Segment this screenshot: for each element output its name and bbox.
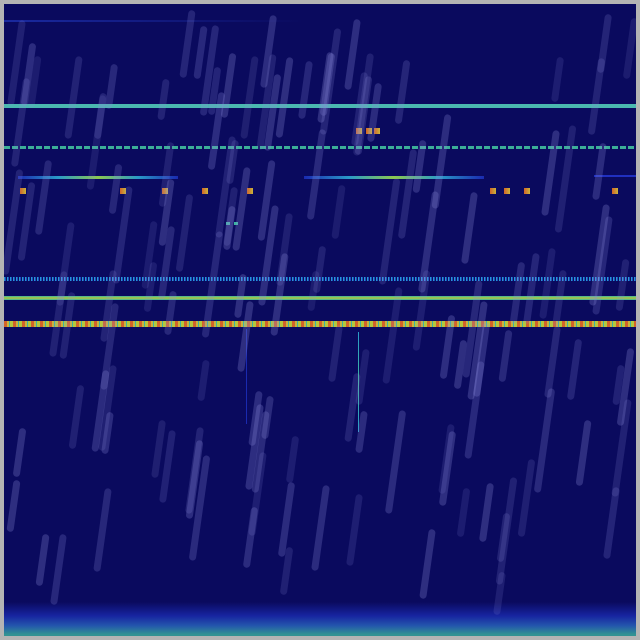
rain-streak bbox=[6, 479, 21, 532]
rain-streak bbox=[456, 487, 471, 537]
rain-streak bbox=[541, 130, 561, 217]
rain-streak bbox=[497, 329, 513, 382]
rain-streak bbox=[311, 484, 331, 572]
glow-line-far-right bbox=[594, 175, 636, 177]
rain-streak bbox=[602, 486, 620, 559]
rain-streak bbox=[327, 324, 343, 383]
vertical-faint-line bbox=[246, 329, 247, 424]
rain-streak bbox=[551, 56, 565, 103]
glow-line-left bbox=[18, 176, 178, 179]
rain-streak bbox=[566, 338, 582, 401]
rain-streak bbox=[343, 18, 361, 91]
rain-streak bbox=[12, 428, 27, 479]
rain-streak bbox=[35, 533, 50, 587]
rain-streak bbox=[418, 528, 436, 599]
event-mark bbox=[612, 188, 618, 194]
rain-streak bbox=[479, 482, 495, 543]
noisy-hot-band bbox=[4, 321, 636, 327]
rain-streak bbox=[538, 247, 556, 320]
rain-streak bbox=[175, 193, 194, 272]
event-mark bbox=[490, 188, 496, 194]
rain-streak bbox=[92, 488, 112, 573]
dashed-band bbox=[4, 146, 636, 149]
vertical-line bbox=[358, 332, 359, 432]
rain-streak bbox=[378, 177, 401, 285]
event-mark bbox=[120, 188, 126, 194]
event-mark bbox=[504, 188, 510, 194]
event-mark bbox=[226, 222, 230, 225]
rain-streak bbox=[354, 410, 368, 454]
rain-streak bbox=[495, 477, 518, 586]
rain-streak bbox=[431, 113, 452, 209]
rain-streak bbox=[157, 79, 170, 121]
rain-streak bbox=[382, 287, 403, 385]
event-mark bbox=[356, 128, 362, 134]
rain-streak bbox=[622, 17, 636, 79]
rain-streak bbox=[68, 385, 85, 450]
event-mark bbox=[20, 188, 26, 194]
rain-streak bbox=[394, 59, 411, 125]
rain-streak bbox=[587, 57, 606, 135]
rain-streak bbox=[611, 399, 633, 498]
rain-streak bbox=[517, 458, 536, 537]
rain-streak bbox=[534, 387, 556, 493]
rain-streak bbox=[384, 409, 407, 514]
top-faint-line bbox=[4, 20, 304, 22]
rain-streak bbox=[522, 252, 540, 324]
rain-streak bbox=[35, 159, 53, 235]
event-mark bbox=[162, 188, 168, 194]
yellow-band bbox=[4, 296, 636, 300]
rain-streak bbox=[575, 419, 592, 487]
bottom-noise-region bbox=[4, 602, 636, 636]
event-mark bbox=[366, 128, 372, 134]
event-mark bbox=[247, 188, 253, 194]
rain-streak bbox=[297, 60, 313, 120]
rain-streak bbox=[220, 53, 237, 119]
rain-streak bbox=[275, 57, 295, 139]
glow-line-right bbox=[304, 176, 484, 179]
rain-streak bbox=[49, 534, 67, 606]
rain-streak bbox=[398, 149, 418, 240]
rain-streak bbox=[543, 325, 561, 399]
rain-streak bbox=[278, 481, 296, 558]
spectrogram-view bbox=[4, 4, 636, 636]
rain-streak bbox=[592, 142, 608, 200]
rain-streak bbox=[197, 359, 210, 402]
cyan-band-1 bbox=[4, 104, 636, 108]
event-mark bbox=[234, 222, 238, 225]
rain-streak bbox=[306, 129, 327, 221]
rain-streak bbox=[285, 435, 300, 484]
event-mark bbox=[202, 188, 208, 194]
rain-streak bbox=[312, 245, 327, 294]
rain-streak bbox=[615, 258, 630, 311]
rain-streak bbox=[105, 63, 119, 109]
event-mark bbox=[524, 188, 530, 194]
blue-tick-band bbox=[4, 277, 636, 281]
rain-streak bbox=[461, 191, 479, 264]
event-mark bbox=[374, 128, 380, 134]
rain-streak bbox=[346, 494, 364, 567]
rain-streak bbox=[240, 55, 259, 139]
rain-streak bbox=[331, 184, 346, 240]
rain-streak bbox=[63, 56, 83, 140]
